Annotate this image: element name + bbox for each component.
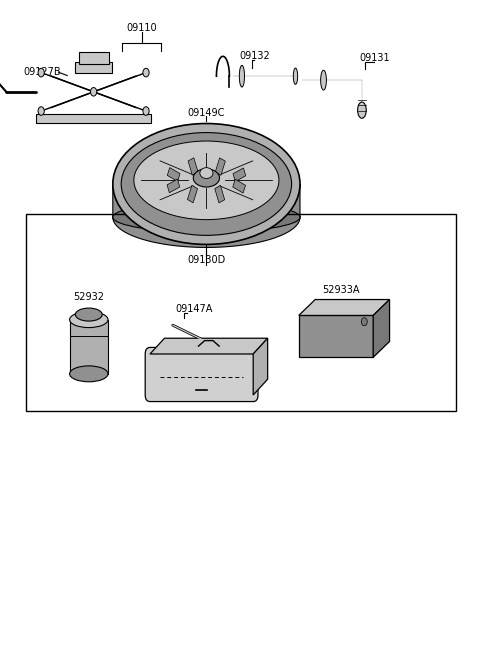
Text: 09147A: 09147A [176,304,213,314]
Ellipse shape [113,206,300,229]
Text: 09130D: 09130D [187,255,226,265]
Text: 09131: 09131 [359,53,390,63]
Ellipse shape [70,311,108,328]
Bar [299,315,373,357]
Circle shape [38,107,44,116]
Ellipse shape [75,308,102,321]
Bar [167,179,180,193]
Ellipse shape [240,66,244,87]
Text: 09149C: 09149C [188,108,225,118]
Circle shape [90,87,97,96]
Bar [188,158,198,175]
Ellipse shape [134,141,279,219]
Text: 52932: 52932 [73,292,104,302]
Ellipse shape [113,124,300,244]
Circle shape [38,68,44,77]
Bar [79,52,108,64]
Text: 52933A: 52933A [322,285,360,296]
Ellipse shape [358,102,366,118]
Ellipse shape [293,68,298,84]
Bar [215,158,225,175]
Ellipse shape [200,168,213,179]
Bar [188,185,198,203]
Text: 09110: 09110 [126,22,157,33]
Polygon shape [113,184,300,248]
Bar [233,168,246,181]
Circle shape [143,107,149,116]
Text: 09127B: 09127B [24,67,61,78]
Polygon shape [299,300,390,315]
Ellipse shape [113,202,300,233]
Polygon shape [150,338,268,354]
Polygon shape [253,338,268,395]
Circle shape [143,68,149,77]
Bar [36,114,151,123]
Bar [70,320,108,374]
Ellipse shape [321,70,326,90]
Text: 09132: 09132 [239,51,270,61]
Circle shape [361,317,367,326]
Bar [168,168,180,181]
Ellipse shape [121,133,291,235]
Ellipse shape [193,169,219,187]
Ellipse shape [70,366,108,382]
Text: 09149K: 09149K [158,344,195,355]
Bar [75,62,112,73]
Polygon shape [373,300,390,357]
Bar [26,214,456,411]
Bar [215,185,225,203]
FancyBboxPatch shape [145,348,258,401]
Bar [233,179,245,193]
